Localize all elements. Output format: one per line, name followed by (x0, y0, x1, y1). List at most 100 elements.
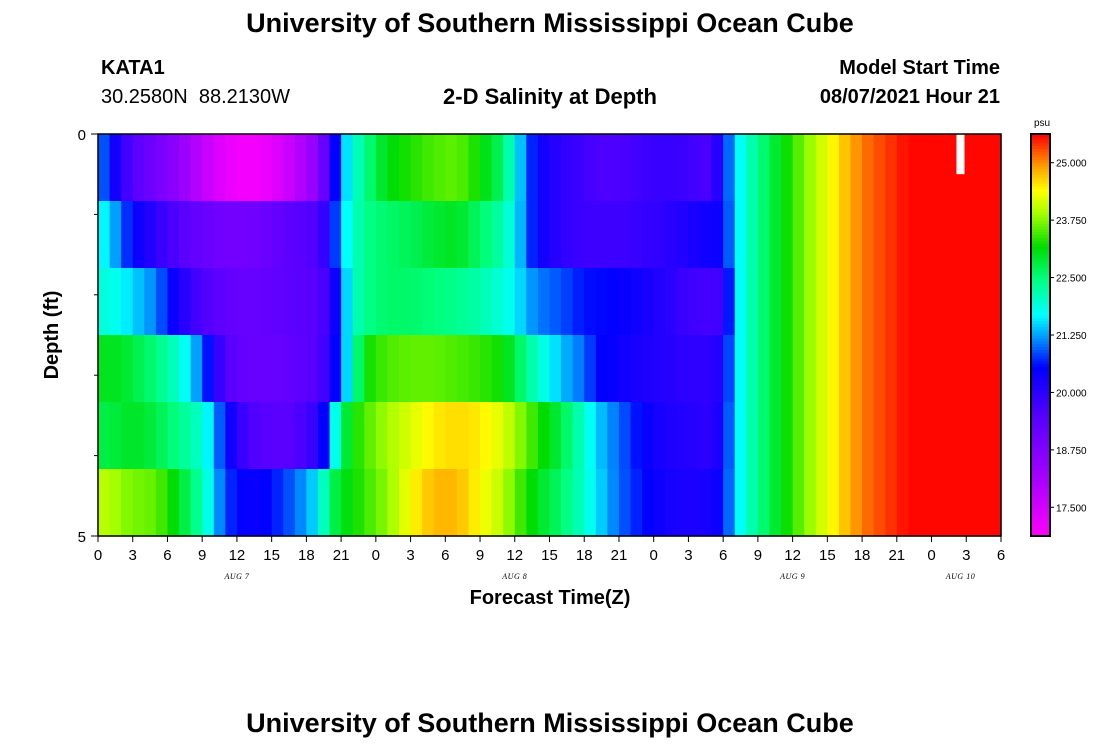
colorbar-swatch (1031, 168, 1050, 172)
heatmap-cell (908, 335, 921, 403)
heatmap-cell (919, 335, 933, 403)
x-tick-label: 6 (441, 547, 449, 564)
heatmap-cell (919, 134, 933, 202)
heatmap-cell (121, 469, 134, 537)
heatmap-cell (769, 201, 782, 269)
heatmap-cell (584, 335, 597, 403)
heatmap-cell (433, 201, 446, 269)
heatmap-cell (711, 402, 724, 470)
colorbar-swatch (1031, 495, 1050, 500)
colorbar-swatch (1031, 274, 1050, 279)
heatmap-cell (341, 201, 354, 269)
colorbar-swatch (1031, 446, 1050, 451)
heatmap-cell (167, 268, 180, 336)
heatmap-cell (792, 402, 805, 470)
heatmap-cell (480, 201, 493, 269)
heatmap-cell (688, 335, 701, 403)
heatmap-cell (514, 268, 527, 336)
heatmap-cell (549, 402, 562, 470)
heatmap-cell (804, 335, 817, 403)
colorbar-swatch (1031, 291, 1050, 296)
heatmap-cell (468, 469, 481, 537)
colorbar-swatch (1031, 211, 1050, 215)
heatmap-cell (306, 268, 319, 336)
model-start-value: 08/07/2021 Hour 21 (819, 86, 1000, 108)
heatmap-cell (225, 201, 238, 269)
heatmap-cell (144, 402, 157, 470)
heatmap-cell (364, 134, 377, 202)
heatmap-cell (179, 134, 192, 202)
heatmap-cell (746, 134, 759, 202)
x-tick-label: 12 (229, 547, 246, 564)
heatmap-cell (700, 268, 713, 336)
colorbar-swatch (1031, 297, 1050, 302)
heatmap-cell (862, 469, 875, 537)
colorbar-swatch (1031, 386, 1050, 391)
heatmap-cell (642, 134, 655, 202)
heatmap-cell (248, 402, 261, 470)
heatmap-cell (260, 201, 273, 269)
heatmap-cell (503, 402, 516, 470)
heatmap-cell (294, 469, 307, 537)
colorbar-swatch (1031, 487, 1050, 491)
colorbar-swatch (1031, 372, 1050, 376)
heatmap-cell (155, 201, 169, 269)
heatmap-cell (503, 201, 516, 269)
heatmap-cell (838, 268, 852, 336)
heatmap-cell (931, 469, 944, 537)
colorbar-swatch (1031, 136, 1050, 141)
heatmap-cell (572, 469, 585, 537)
heatmap-cell (954, 469, 967, 537)
colorbar-swatch (1031, 317, 1050, 322)
heatmap-cell (919, 201, 933, 269)
heatmap-cell (387, 134, 400, 202)
heatmap-cell (480, 335, 493, 403)
heatmap-cell (676, 335, 690, 403)
heatmap-cell (236, 469, 250, 537)
colorbar-swatch (1031, 151, 1050, 155)
heatmap-cell (190, 268, 203, 336)
colorbar-swatch (1031, 223, 1050, 227)
colorbar-swatch (1031, 366, 1050, 371)
heatmap-cell (665, 268, 678, 336)
heatmap-cell (491, 469, 504, 537)
heatmap-cell (364, 201, 377, 269)
day-label: AUG 9 (779, 572, 805, 581)
heatmap-cell (723, 268, 736, 336)
heatmap-cell (653, 335, 666, 403)
heatmap-cell (769, 469, 782, 537)
heatmap-cell (491, 201, 504, 269)
heatmap-cell (317, 402, 331, 470)
colorbar-swatch (1031, 458, 1050, 462)
heatmap-cell (456, 134, 470, 202)
heatmap-cell (572, 134, 585, 202)
x-tick-label: 9 (198, 547, 206, 564)
heatmap-cell (873, 268, 886, 336)
heatmap-cell (815, 134, 828, 202)
colorbar-swatch (1031, 320, 1050, 325)
heatmap-cell (711, 201, 724, 269)
colorbar-swatch (1031, 469, 1050, 474)
heatmap-cell (792, 469, 805, 537)
heatmap-cell (526, 134, 539, 202)
colorbar-swatch (1031, 162, 1050, 167)
colorbar-swatch (1031, 452, 1050, 457)
colorbar-swatch (1031, 300, 1050, 305)
heatmap-cell (317, 335, 331, 403)
heatmap-cell (190, 469, 203, 537)
heatmap-cell (549, 469, 562, 537)
heatmap-cell (815, 469, 828, 537)
heatmap-cell (757, 201, 771, 269)
heatmap-cell (456, 335, 470, 403)
heatmap-cell (838, 134, 852, 202)
heatmap-cell (144, 268, 157, 336)
heatmap-cell (908, 134, 921, 202)
heatmap-cell (595, 335, 608, 403)
heatmap-cell (954, 268, 967, 336)
heatmap-cell (271, 335, 284, 403)
x-tick-label: 18 (576, 547, 593, 564)
colorbar-swatch (1031, 449, 1050, 454)
heatmap-cell (862, 268, 875, 336)
heatmap-cell (896, 402, 909, 470)
